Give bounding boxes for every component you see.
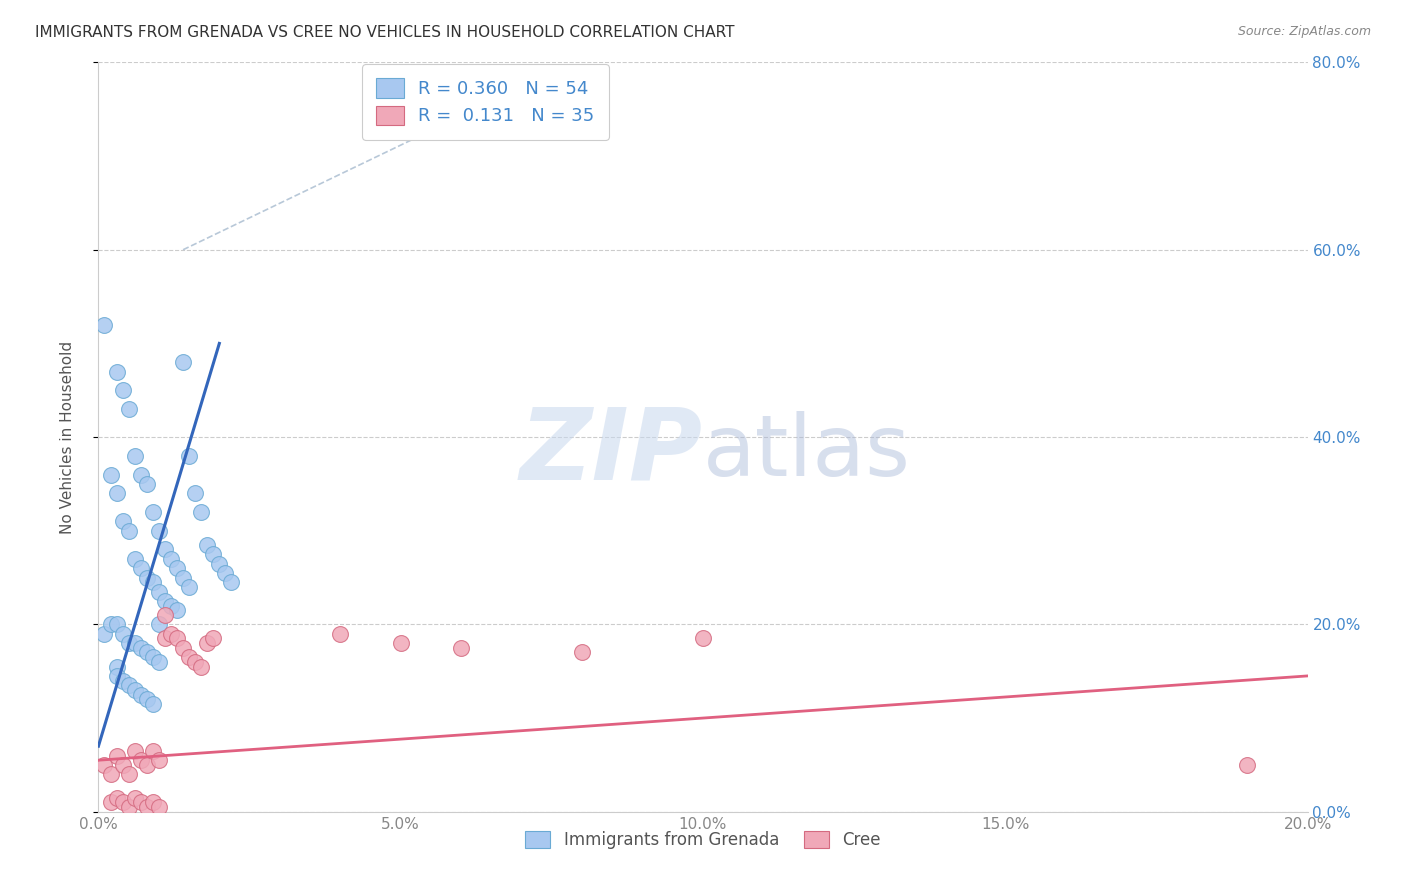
Point (190, 505, 212, 519)
Point (214, 566, 236, 580)
Point (389, 636, 412, 650)
Point (450, 640, 472, 655)
Point (172, 571, 194, 585)
Point (1236, 758, 1258, 772)
Point (93, 758, 115, 772)
Point (184, 486, 207, 500)
Point (135, 571, 157, 585)
Point (100, 467, 122, 482)
Point (172, 640, 194, 655)
Point (124, 449, 146, 463)
Point (148, 617, 170, 632)
Point (184, 655, 207, 669)
Point (129, 796, 152, 810)
Point (124, 551, 146, 566)
Point (118, 401, 141, 416)
Legend: Immigrants from Grenada, Cree: Immigrants from Grenada, Cree (519, 824, 887, 855)
Point (93, 626, 115, 640)
Point (195, 538, 218, 552)
Point (105, 748, 128, 763)
Point (129, 640, 152, 655)
Text: IMMIGRANTS FROM GRENADA VS CREE NO VEHICLES IN HOUSEHOLD CORRELATION CHART: IMMIGRANTS FROM GRENADA VS CREE NO VEHIC… (35, 25, 735, 40)
Point (160, 626, 183, 640)
Text: ZIP: ZIP (520, 403, 703, 500)
Point (148, 655, 170, 669)
Point (190, 659, 212, 673)
Point (124, 790, 146, 805)
Point (118, 800, 141, 814)
Point (153, 608, 176, 623)
Point (105, 365, 128, 379)
Point (124, 744, 146, 758)
Text: atlas: atlas (703, 410, 911, 493)
Point (153, 632, 176, 646)
Point (111, 514, 134, 528)
Point (105, 790, 128, 805)
Point (208, 557, 231, 571)
Point (124, 683, 146, 698)
Point (153, 542, 176, 557)
Point (153, 594, 176, 608)
Point (202, 632, 225, 646)
Point (111, 758, 134, 772)
Point (148, 584, 170, 599)
Point (571, 646, 593, 660)
Point (142, 796, 165, 810)
Point (105, 659, 128, 673)
Point (118, 678, 141, 692)
Point (111, 384, 134, 398)
Point (105, 617, 128, 632)
Point (179, 580, 201, 594)
Point (135, 692, 157, 706)
Point (129, 561, 152, 575)
Point (166, 603, 188, 617)
Point (135, 758, 157, 772)
Point (195, 636, 218, 650)
Point (142, 744, 165, 758)
Point (118, 767, 141, 781)
Point (148, 753, 170, 767)
Point (148, 524, 170, 538)
Point (202, 547, 225, 561)
Point (692, 632, 714, 646)
Point (129, 688, 152, 702)
Point (142, 650, 165, 665)
Point (329, 626, 352, 640)
Point (135, 646, 157, 660)
Point (179, 650, 201, 665)
Point (172, 355, 194, 369)
Point (124, 636, 146, 650)
Point (111, 796, 134, 810)
Point (118, 636, 141, 650)
Point (93, 318, 115, 332)
Point (100, 617, 122, 632)
Y-axis label: No Vehicles in Household: No Vehicles in Household (60, 341, 75, 533)
Point (135, 476, 157, 491)
Point (142, 575, 165, 590)
Point (100, 796, 122, 810)
Point (129, 753, 152, 767)
Text: Source: ZipAtlas.com: Source: ZipAtlas.com (1237, 25, 1371, 38)
Point (221, 575, 243, 590)
Point (118, 524, 141, 538)
Point (160, 551, 183, 566)
Point (100, 767, 122, 781)
Point (111, 673, 134, 688)
Point (142, 697, 165, 711)
Point (105, 486, 128, 500)
Point (179, 449, 201, 463)
Point (166, 561, 188, 575)
Point (166, 632, 188, 646)
Point (129, 467, 152, 482)
Point (135, 800, 157, 814)
Point (111, 626, 134, 640)
Point (142, 505, 165, 519)
Point (105, 669, 128, 683)
Point (160, 599, 183, 613)
Point (148, 800, 170, 814)
